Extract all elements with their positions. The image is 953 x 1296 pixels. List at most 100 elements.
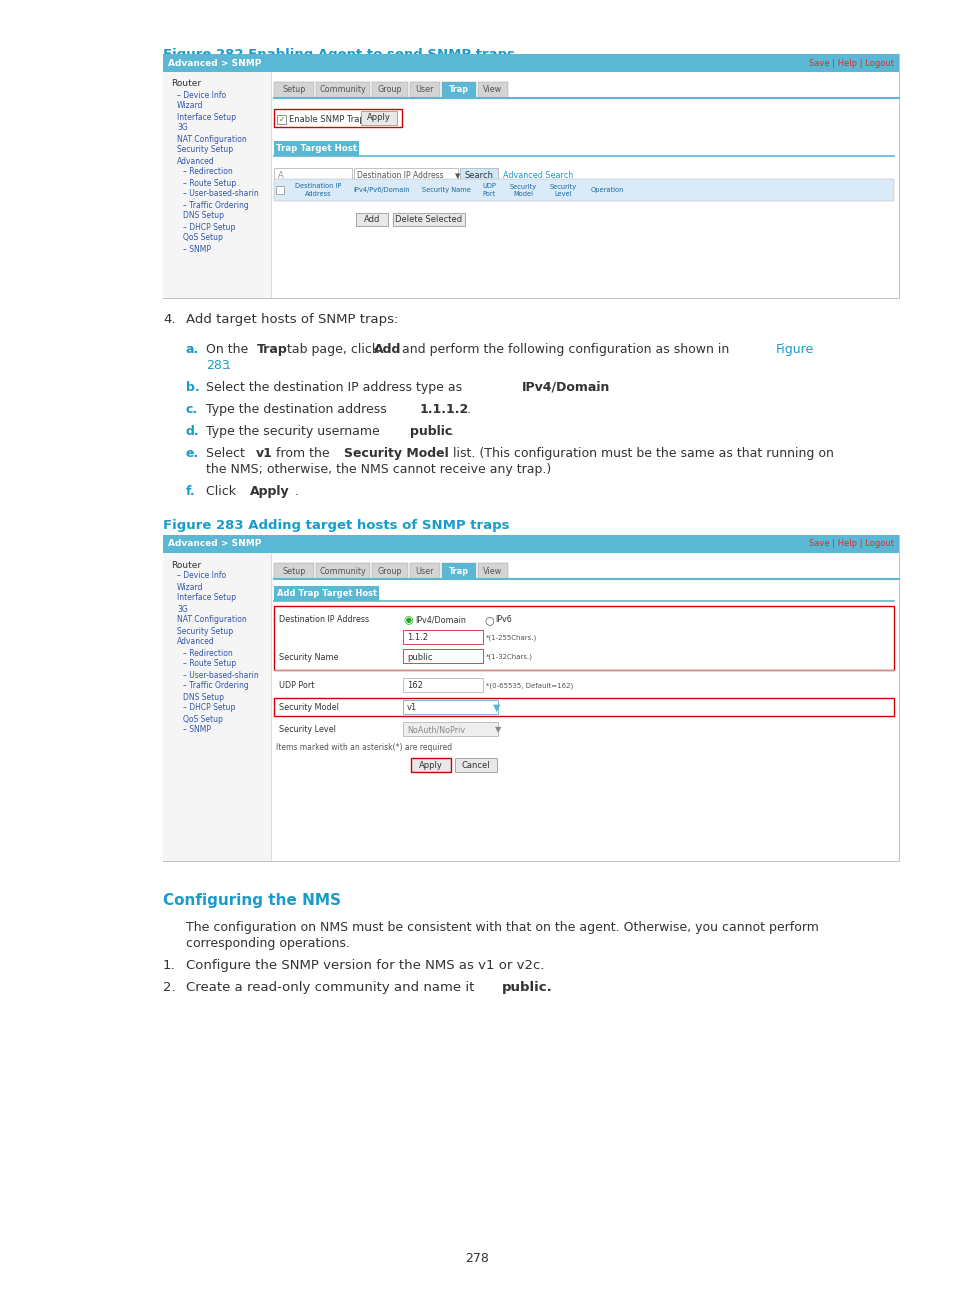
Bar (163, 54, 898, 298)
Text: Items marked with an asterisk(*) are required: Items marked with an asterisk(*) are req… (275, 744, 452, 753)
Text: Security
Level: Security Level (549, 184, 576, 197)
Text: NoAuth/NoPriv: NoAuth/NoPriv (407, 726, 465, 735)
Text: Advanced: Advanced (177, 638, 214, 647)
Text: NAT Configuration: NAT Configuration (177, 616, 247, 625)
Text: 4.: 4. (163, 314, 175, 327)
Text: e.: e. (186, 447, 199, 460)
Text: c.: c. (186, 403, 198, 416)
Text: Interface Setup: Interface Setup (177, 113, 235, 122)
Bar (274, 109, 401, 127)
Text: .: . (595, 381, 598, 394)
Text: ◉: ◉ (402, 616, 413, 625)
Text: Operation: Operation (590, 187, 623, 193)
Text: b.: b. (186, 381, 199, 394)
Text: Figure 283 Adding target hosts of SNMP traps: Figure 283 Adding target hosts of SNMP t… (163, 518, 509, 531)
Text: Router: Router (171, 560, 201, 569)
Text: QoS Setup: QoS Setup (183, 233, 223, 242)
Text: Create a read-only community and name it: Create a read-only community and name it (186, 981, 478, 994)
Text: Destination IP Address: Destination IP Address (356, 171, 443, 180)
Text: 1.1.1.2: 1.1.1.2 (419, 403, 469, 416)
Bar (274, 586, 378, 601)
Bar (315, 82, 370, 98)
Text: IPv4/Domain: IPv4/Domain (521, 381, 610, 394)
Text: 2.: 2. (163, 981, 175, 994)
Text: Delete Selected: Delete Selected (395, 215, 462, 224)
Bar (477, 82, 507, 98)
Text: – SNMP: – SNMP (183, 726, 211, 735)
Text: NAT Configuration: NAT Configuration (177, 135, 247, 144)
Text: User: User (416, 566, 434, 575)
Text: .: . (450, 425, 454, 438)
Text: A: A (277, 171, 283, 180)
Bar (455, 758, 497, 772)
Text: Apply: Apply (418, 762, 442, 771)
Bar (372, 562, 408, 579)
Text: UDP Port: UDP Port (278, 682, 314, 691)
Bar (274, 168, 352, 181)
Text: View: View (483, 566, 502, 575)
Bar (271, 73, 898, 298)
Bar (163, 535, 898, 553)
Text: – Device Info: – Device Info (177, 91, 226, 100)
Text: the NMS; otherwise, the NMS cannot receive any trap.): the NMS; otherwise, the NMS cannot recei… (206, 463, 551, 476)
Text: Add: Add (363, 215, 380, 224)
Bar (402, 700, 497, 714)
Text: Setup: Setup (282, 566, 305, 575)
Text: 283: 283 (206, 359, 230, 372)
Text: Community: Community (319, 86, 366, 95)
Text: Group: Group (377, 566, 402, 575)
Text: *(1-32Chars.): *(1-32Chars.) (485, 653, 533, 660)
Text: – User-based-sharin: – User-based-sharin (183, 670, 258, 679)
Text: Security Name: Security Name (278, 652, 338, 661)
Text: Trap: Trap (256, 343, 288, 356)
Bar (274, 699, 893, 715)
Text: 278: 278 (464, 1252, 489, 1265)
Text: Save | Help | Logout: Save | Help | Logout (808, 58, 893, 67)
Text: ✓: ✓ (278, 114, 285, 123)
Text: Router: Router (171, 79, 201, 88)
Text: Trap: Trap (449, 86, 469, 95)
Bar (410, 562, 439, 579)
Text: – DHCP Setup: – DHCP Setup (183, 704, 235, 713)
Text: Advanced Search: Advanced Search (502, 171, 573, 180)
Text: Advanced > SNMP: Advanced > SNMP (168, 58, 261, 67)
Bar (354, 168, 457, 181)
Text: Interface Setup: Interface Setup (177, 594, 235, 603)
Bar (402, 722, 497, 736)
Bar (360, 111, 396, 124)
Text: The configuration on NMS must be consistent with that on the agent. Otherwise, y: The configuration on NMS must be consist… (186, 921, 818, 934)
Text: – Redirection: – Redirection (183, 167, 233, 176)
Bar (411, 758, 451, 772)
Bar (355, 213, 388, 226)
Text: Type the security username: Type the security username (206, 425, 383, 438)
Text: Save | Help | Logout: Save | Help | Logout (808, 539, 893, 548)
Bar (372, 82, 408, 98)
Text: IPv4/Pv6/Domain: IPv4/Pv6/Domain (354, 187, 410, 193)
Text: QoS Setup: QoS Setup (183, 714, 223, 723)
Bar (274, 607, 893, 670)
Text: Wizard: Wizard (177, 101, 203, 110)
Text: Destination IP
Address: Destination IP Address (294, 184, 341, 197)
Text: Security Setup: Security Setup (177, 626, 233, 635)
Text: – Traffic Ordering: – Traffic Ordering (183, 682, 249, 691)
Text: *(1-255Chars.): *(1-255Chars.) (485, 635, 537, 642)
Text: tab page, click: tab page, click (283, 343, 383, 356)
Text: d.: d. (186, 425, 199, 438)
Bar (410, 82, 439, 98)
Text: Security Model: Security Model (344, 447, 448, 460)
Text: Click: Click (206, 485, 240, 498)
Text: – User-based-sharin: – User-based-sharin (183, 189, 258, 198)
Text: Wizard: Wizard (177, 582, 203, 591)
Text: Security
Model: Security Model (509, 184, 536, 197)
Text: f.: f. (186, 485, 195, 498)
Text: Type the destination address: Type the destination address (206, 403, 391, 416)
Text: 1.1.2: 1.1.2 (407, 634, 428, 643)
Text: .: . (294, 485, 298, 498)
Text: 1.: 1. (163, 959, 175, 972)
Text: list. (This configuration must be the same as that running on: list. (This configuration must be the sa… (449, 447, 833, 460)
Text: Search: Search (464, 171, 493, 180)
Text: DNS Setup: DNS Setup (183, 211, 224, 220)
Text: v1: v1 (407, 704, 416, 713)
Text: Cancel: Cancel (461, 762, 490, 771)
Text: On the: On the (206, 343, 252, 356)
